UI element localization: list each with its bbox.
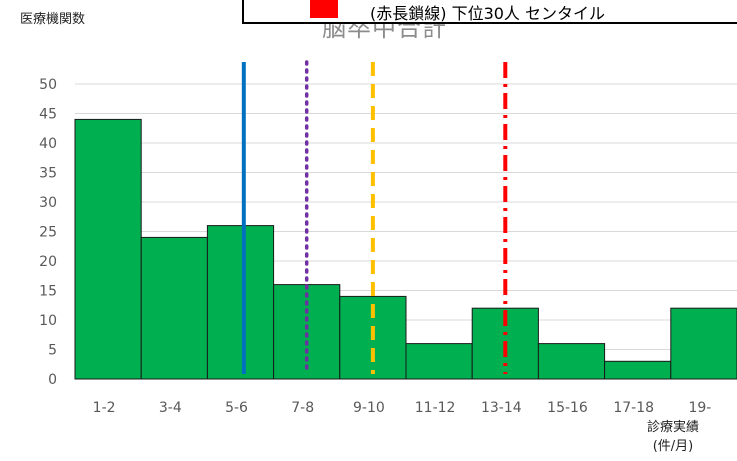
- y-tick-label: 40: [39, 136, 57, 152]
- legend: (赤長鎖線) 下位30人 センタイル: [242, 0, 737, 24]
- x-tick-label: 1-2: [93, 400, 116, 416]
- x-tick-label: 5-6: [225, 400, 248, 416]
- x-tick-label: 13-14: [481, 400, 522, 416]
- legend-text: (赤長鎖線) 下位30人 センタイル: [370, 4, 606, 23]
- x-tick-label: 19-: [688, 400, 711, 416]
- y-tick-label: 45: [39, 107, 57, 123]
- bar: [537, 343, 606, 380]
- x-axis-label-line1: 診療実績: [646, 420, 699, 435]
- bar: [140, 236, 208, 380]
- y-tick-label: 50: [39, 77, 57, 93]
- y-tick-label: 0: [48, 372, 57, 388]
- reference-lines: [241, 60, 508, 376]
- x-tick-labels: 1-2 3-4 5-6 7-8 9-10 11-12 13-14 15-16 17-18 19-: [93, 400, 712, 416]
- y-tick-label: 5: [48, 343, 57, 359]
- x-axis-label: 診療実績 (件/月): [640, 418, 706, 456]
- bar: [604, 360, 672, 380]
- x-tick-label: 11-12: [415, 400, 456, 416]
- bar: [670, 307, 737, 380]
- bar: [405, 343, 473, 380]
- y-tick-label: 20: [39, 254, 57, 270]
- x-tick-label: 9-10: [353, 400, 385, 416]
- y-axis-label: 医療機関数: [20, 12, 86, 27]
- y-tick-label: 25: [39, 225, 57, 241]
- y-tick-labels: 0 5 10 15 20 25 30 35 40 45 50: [39, 77, 57, 388]
- bar: [206, 225, 275, 380]
- x-tick-label: 15-16: [547, 400, 588, 416]
- bar: [74, 118, 142, 380]
- y-tick-label: 30: [39, 195, 57, 211]
- x-tick-label: 7-8: [291, 400, 314, 416]
- y-tick-label: 15: [39, 284, 57, 300]
- legend-swatch: [310, 0, 338, 18]
- x-tick-label: 3-4: [159, 400, 182, 416]
- x-tick-label: 17-18: [613, 400, 654, 416]
- chart-bars: [74, 118, 737, 380]
- x-axis-label-line2: (件/月): [652, 439, 694, 454]
- y-tick-label: 35: [39, 166, 57, 182]
- y-tick-label: 10: [39, 313, 57, 329]
